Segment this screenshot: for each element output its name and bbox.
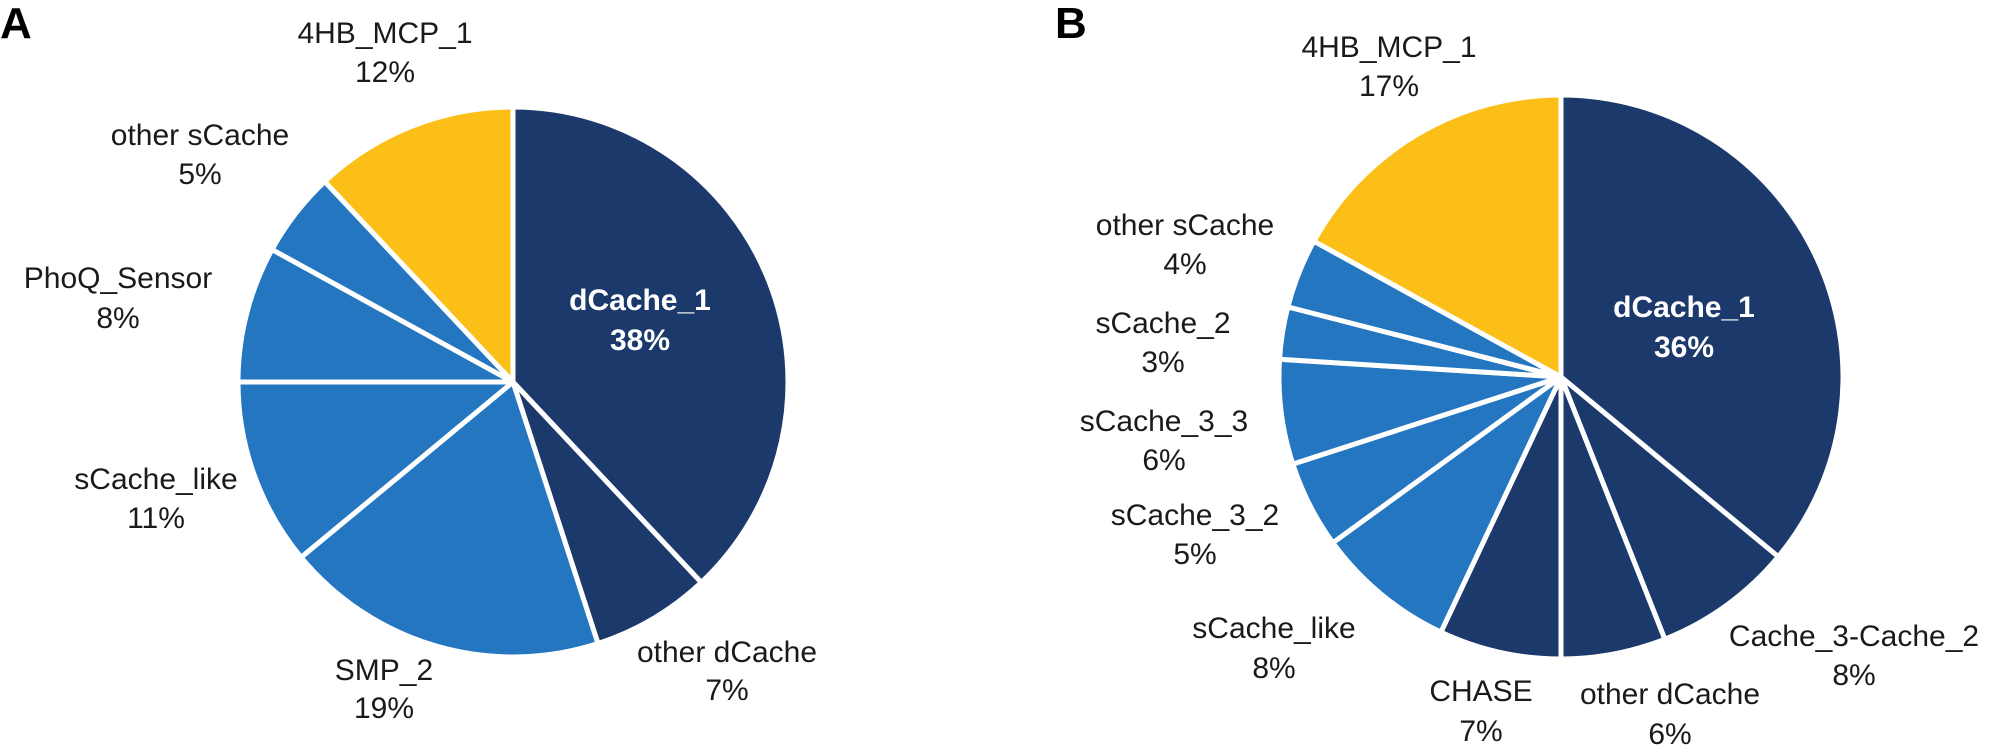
slice-percent-label: 7% — [705, 674, 748, 707]
slice-name-label: dCache_1 — [569, 284, 711, 317]
panel-letter: B — [1055, 0, 1087, 48]
pie-slice-scache-like — [235, 379, 516, 560]
pie-chart-a: dCache_1 38% other dCache 7% SMP_2 19% sCache_… — [24, 17, 817, 725]
slice-percent-label: 19% — [354, 692, 414, 725]
slice-name-label: PhoQ_Sensor — [24, 262, 212, 295]
pie-slice-dcache-1 — [510, 104, 791, 585]
slice-name-label: sCache_3_3 — [1080, 405, 1248, 438]
slice-percent-label: 6% — [1648, 718, 1691, 751]
slice-percent-label: 4% — [1163, 248, 1206, 281]
slice-name-label: other sCache — [111, 119, 289, 152]
pie-slice-cache-3-cache-2 — [1558, 374, 1781, 642]
slice-percent-label: 8% — [1252, 652, 1295, 685]
slice-name-label: SMP_2 — [335, 654, 433, 687]
slice-percent-label: 5% — [178, 158, 221, 191]
slice-name-label: sCache_3_2 — [1111, 499, 1279, 532]
slice-name-label: other sCache — [1096, 209, 1274, 242]
pie-chart-b: dCache_1 36% Cache_3-Cache_2 8% other dCache… — [1080, 31, 1979, 751]
slice-percent-label: 36% — [1654, 331, 1714, 364]
slice-percent-label: 7% — [1459, 715, 1502, 748]
slice-name-label: Cache_3-Cache_2 — [1729, 620, 1979, 653]
slice-percent-label: 17% — [1359, 70, 1419, 103]
slice-name-label: 4HB_MCP_1 — [1301, 31, 1476, 64]
pie-slice-4hb-mcp-1 — [1311, 92, 1564, 380]
panel-letter: A — [0, 0, 32, 48]
slice-name-label: other dCache — [1580, 678, 1760, 711]
pie-slice-dcache-1 — [1558, 92, 1846, 560]
slice-percent-label: 11% — [127, 502, 185, 535]
slice-percent-label: 38% — [610, 324, 670, 357]
slice-percent-label: 12% — [355, 56, 415, 89]
slice-name-label: dCache_1 — [1613, 291, 1755, 324]
pie-slice-smp-2 — [298, 379, 601, 660]
slice-name-label: CHASE — [1429, 675, 1532, 708]
slice-percent-label: 3% — [1141, 346, 1184, 379]
pie-slice-scache-like — [1330, 374, 1564, 635]
slice-name-label: other dCache — [637, 636, 817, 669]
slice-name-label: 4HB_MCP_1 — [297, 17, 472, 50]
slice-percent-label: 8% — [96, 302, 139, 335]
pie-slice-phoq-sensor — [235, 247, 516, 385]
slice-percent-label: 8% — [1832, 659, 1875, 692]
slice-name-label: sCache_2 — [1095, 307, 1230, 340]
slice-name-label: sCache_like — [74, 463, 237, 496]
slice-percent-label: 6% — [1142, 444, 1185, 477]
slice-percent-label: 5% — [1173, 538, 1216, 571]
slice-name-label: sCache_like — [1192, 612, 1355, 645]
pie-slice-4hb-mcp-1 — [322, 104, 516, 385]
